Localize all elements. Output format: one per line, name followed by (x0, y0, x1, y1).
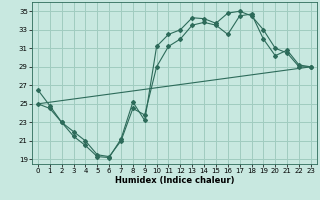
X-axis label: Humidex (Indice chaleur): Humidex (Indice chaleur) (115, 176, 234, 185)
